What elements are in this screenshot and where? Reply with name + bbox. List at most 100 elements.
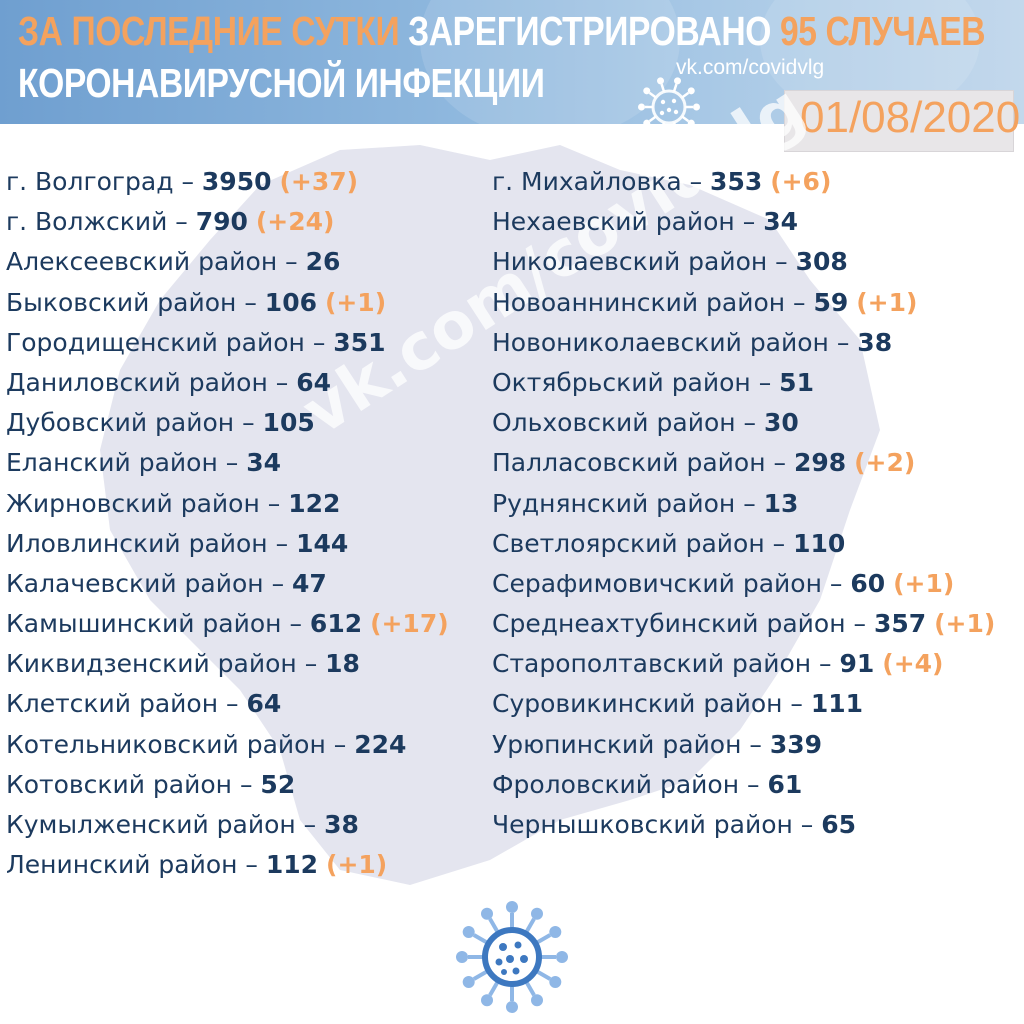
district-name: Иловлинский район xyxy=(6,528,268,558)
district-name: Дубовский район xyxy=(6,408,235,438)
spike-tip xyxy=(549,926,562,938)
spike-tip xyxy=(456,951,468,963)
district-name: Кумылженский район xyxy=(6,810,296,839)
spike xyxy=(648,115,657,123)
district-row: Камышинский район – 612 (+17) xyxy=(6,609,449,639)
district-name: Ленинский район xyxy=(6,850,238,880)
district-name: Урюпинский район xyxy=(492,729,742,759)
case-count: 60 xyxy=(850,568,886,598)
case-count: 110 xyxy=(793,528,846,558)
spike-tip xyxy=(687,119,695,124)
case-count: 144 xyxy=(296,528,349,558)
case-count: 13 xyxy=(763,488,799,518)
spike-tip xyxy=(481,907,493,920)
district-name: Руднянский район xyxy=(492,488,736,518)
district-row: г. Волжский – 790 (+24) xyxy=(6,207,335,237)
spike-tip xyxy=(687,87,695,95)
district-row: Николаевский район – 308 xyxy=(492,247,848,277)
district-row: Еланский район – 34 xyxy=(6,448,282,478)
spike-tip xyxy=(657,77,665,85)
district-row: Быковский район – 106 (+1) xyxy=(6,287,387,317)
district-name: Котельниковский район xyxy=(6,729,326,759)
spike xyxy=(662,121,666,124)
case-count: 52 xyxy=(260,769,296,799)
case-count: 34 xyxy=(246,448,282,478)
district-row: Среднеахтубинский район – 357 (+1) xyxy=(492,609,996,639)
case-count: 351 xyxy=(333,327,386,357)
district-name: Старополтавский район xyxy=(492,649,812,679)
district-name: Клетский район xyxy=(6,689,219,719)
district-name: Камышинский район xyxy=(6,609,282,639)
spike-tip xyxy=(462,976,475,988)
case-count: 65 xyxy=(821,810,857,839)
district-row: Городищенский район – 351 xyxy=(6,327,386,357)
headline-line-1: ЗА ПОСЛЕДНИЕ СУТКИ ЗАРЕГИСТРИРОВАНО 95 С… xyxy=(18,8,986,54)
district-row: Старополтавский район – 91 (+4) xyxy=(492,649,944,679)
district-name: Новоаннинский район xyxy=(492,287,786,317)
district-row: Нехаевский район – 34 xyxy=(492,207,798,237)
spike-tip xyxy=(462,926,475,938)
spike xyxy=(660,83,666,93)
header-banner: ЗА ПОСЛЕДНИЕ СУТКИ ЗАРЕГИСТРИРОВАНО 95 С… xyxy=(0,0,1024,124)
case-count: 353 xyxy=(710,167,763,196)
district-name: г. Волгоград xyxy=(6,167,174,196)
district-row: г. Волгоград – 3950 (+37) xyxy=(6,167,359,196)
district-name: Серафимовичский район xyxy=(492,568,822,598)
spike-tip xyxy=(531,994,543,1007)
district-name: Среднеахтубинский район xyxy=(492,609,846,639)
case-count: 106 xyxy=(264,287,317,317)
district-row: Суровикинский район – 111 xyxy=(492,689,864,719)
daily-increase: (+1) xyxy=(326,850,388,880)
case-count: 38 xyxy=(324,810,359,839)
spike-tip xyxy=(673,77,681,85)
district-name: г. Михайловка xyxy=(492,167,682,196)
district-row: Фроловский район – 61 xyxy=(492,769,803,799)
daily-increase: (+1) xyxy=(893,568,955,598)
district-row: Клетский район – 64 xyxy=(6,689,282,719)
district-name: Даниловский район xyxy=(6,367,268,397)
district-list-left: г. Волгоград – 3950 (+37) г. Волжский – … xyxy=(6,162,449,885)
district-name: Нехаевский район xyxy=(492,207,735,237)
case-count: 3950 xyxy=(201,167,272,196)
case-count: 224 xyxy=(354,729,407,759)
district-name: Ольховский район xyxy=(492,408,736,438)
date-box xyxy=(784,90,1014,152)
spike-tip xyxy=(643,87,651,95)
district-name: Фроловский район xyxy=(492,769,740,799)
spike-tip xyxy=(643,119,651,124)
daily-increase: (+1) xyxy=(934,609,996,639)
district-name: Городищенский район xyxy=(6,327,305,357)
district-row: г. Михайловка – 353 (+6) xyxy=(492,167,832,196)
district-row: Серафимовичский район – 60 (+1) xyxy=(492,568,955,598)
spike-tip xyxy=(506,1001,518,1013)
header-decor xyxy=(420,0,680,124)
case-count: 112 xyxy=(265,850,319,880)
daily-increase: (+6) xyxy=(770,167,832,196)
district-row: Дубовский район – 105 xyxy=(6,408,315,438)
spike-tip xyxy=(481,994,493,1007)
daily-increase: (+37) xyxy=(279,167,359,196)
case-count: 339 xyxy=(769,729,823,759)
daily-increase: (+1) xyxy=(324,287,387,317)
case-count: 91 xyxy=(839,649,875,679)
district-list-right: г. Михайловка – 353 (+6) Нехаевский райо… xyxy=(492,162,995,845)
case-count: 298 xyxy=(793,448,847,478)
district-name: Палласовский район xyxy=(492,448,766,478)
district-name: Быковский район xyxy=(6,287,237,317)
spike xyxy=(672,83,678,93)
district-name: Еланский район xyxy=(6,448,218,478)
district-row: Руднянский район – 13 xyxy=(492,488,799,518)
site-url: vk.com/covidvlg xyxy=(676,56,825,79)
spike xyxy=(681,115,690,123)
spike-tip xyxy=(693,103,700,111)
case-count: 61 xyxy=(767,769,803,799)
district-row: Урюпинский район – 339 xyxy=(492,729,823,759)
case-count: 59 xyxy=(813,287,849,317)
district-row: Ольховский район – 30 xyxy=(492,408,799,438)
case-count: 790 xyxy=(195,207,248,237)
spike xyxy=(648,91,657,99)
spike xyxy=(681,91,690,99)
district-name: Алексеевский район xyxy=(6,247,278,277)
headline-period: ЗА ПОСЛЕДНИЕ СУТКИ xyxy=(18,8,400,54)
district-row: Котовский район – 52 xyxy=(6,769,296,799)
